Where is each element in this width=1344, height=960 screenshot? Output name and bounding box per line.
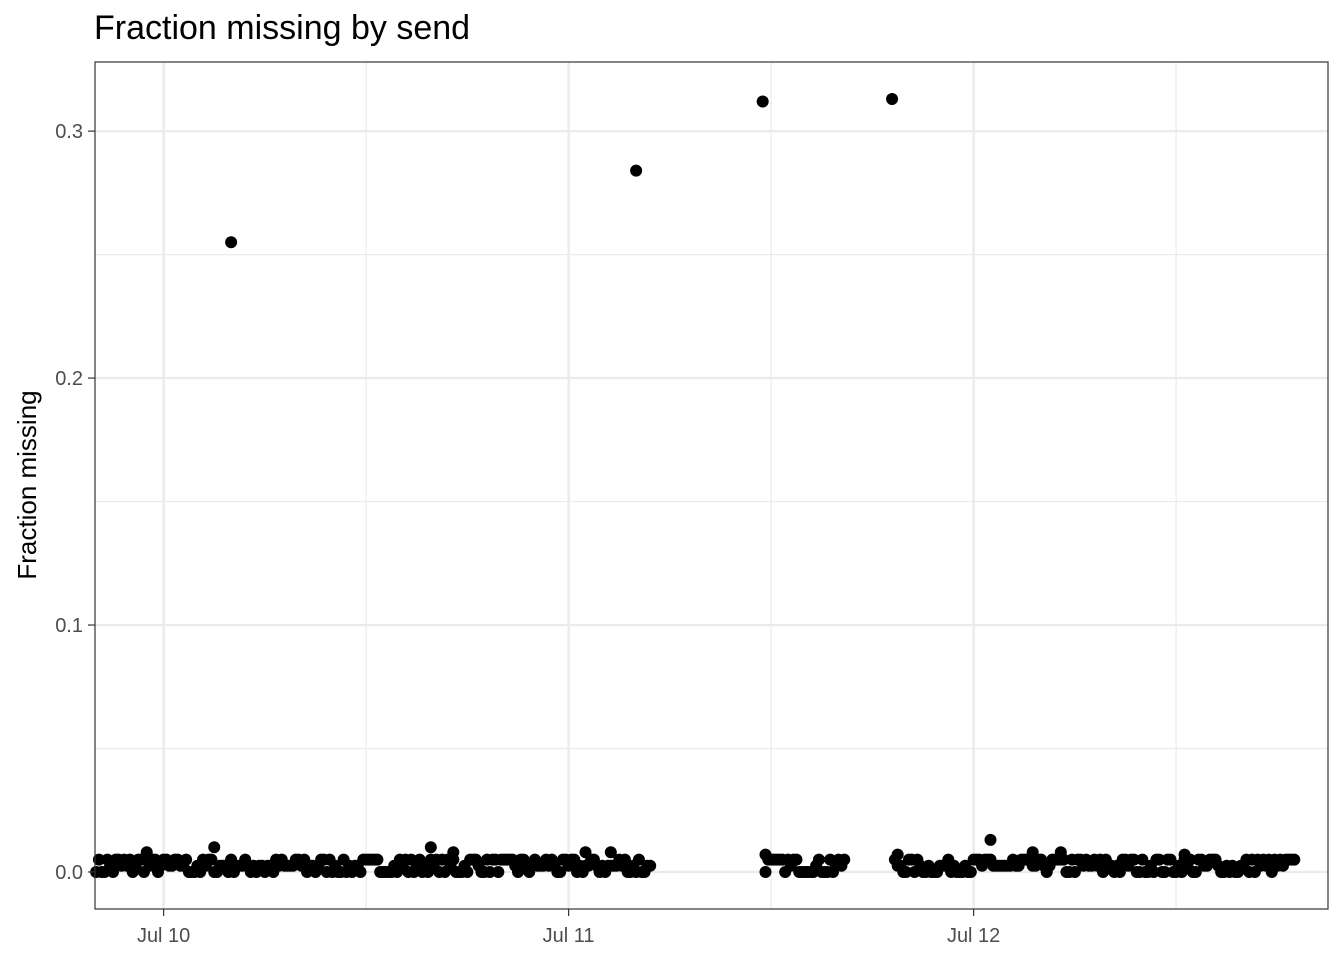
- data-point: [579, 846, 592, 859]
- data-point: [964, 865, 977, 878]
- data-point: [1147, 865, 1160, 878]
- data-point: [554, 865, 567, 878]
- data-point: [208, 841, 221, 854]
- y-tick-label: 0.2: [55, 368, 83, 390]
- x-tick-label: Jul 12: [947, 925, 1000, 947]
- data-point: [632, 853, 645, 866]
- data-point: [1158, 865, 1171, 878]
- data-point: [984, 833, 997, 846]
- data-point: [371, 853, 384, 866]
- y-tick-label: 0.0: [55, 862, 83, 884]
- data-point: [630, 164, 643, 177]
- x-axis: Jul 10 Jul 11 Jul 12: [137, 909, 1000, 947]
- major-gridlines: [95, 62, 1328, 909]
- data-point: [92, 853, 105, 866]
- data-point: [1113, 865, 1126, 878]
- data-point: [1054, 846, 1067, 859]
- data-point: [1068, 865, 1081, 878]
- minor-gridlines: [95, 62, 1328, 909]
- data-point: [461, 865, 474, 878]
- data-point: [790, 853, 803, 866]
- data-point: [618, 853, 631, 866]
- data-point: [812, 853, 825, 866]
- data-point: [900, 865, 913, 878]
- data-points: [90, 93, 1301, 878]
- data-point: [354, 865, 367, 878]
- data-point: [1164, 853, 1177, 866]
- data-point: [891, 848, 904, 861]
- x-tick-label: Jul 10: [137, 925, 190, 947]
- data-point: [759, 848, 772, 861]
- y-axis-title: Fraction missing: [12, 390, 42, 579]
- data-point: [1178, 848, 1191, 861]
- data-point: [1288, 853, 1301, 866]
- data-point: [1026, 846, 1039, 859]
- data-point: [1189, 865, 1202, 878]
- data-point: [107, 865, 119, 878]
- plot-panel-border: [94, 61, 1329, 910]
- y-axis: 0.0 0.1 0.2 0.3: [55, 121, 95, 884]
- data-point: [512, 865, 524, 878]
- data-point: [644, 859, 657, 872]
- data-point: [140, 846, 153, 859]
- data-point: [604, 846, 617, 859]
- data-point: [759, 865, 772, 878]
- x-tick-label: Jul 11: [543, 925, 595, 947]
- y-tick-label: 0.1: [55, 615, 83, 637]
- data-point: [447, 846, 460, 859]
- data-point: [492, 865, 505, 878]
- data-point: [180, 853, 193, 866]
- y-tick-label: 0.3: [55, 121, 83, 143]
- data-point: [424, 841, 437, 854]
- data-point: [225, 236, 238, 249]
- data-point: [1127, 853, 1140, 866]
- data-point: [1136, 853, 1149, 866]
- chart-title: Fraction missing by send: [94, 9, 470, 47]
- data-point: [483, 865, 496, 878]
- data-point: [838, 853, 851, 866]
- data-point: [205, 853, 218, 866]
- data-point: [886, 93, 899, 106]
- data-point: [756, 95, 769, 108]
- data-point: [1153, 853, 1166, 866]
